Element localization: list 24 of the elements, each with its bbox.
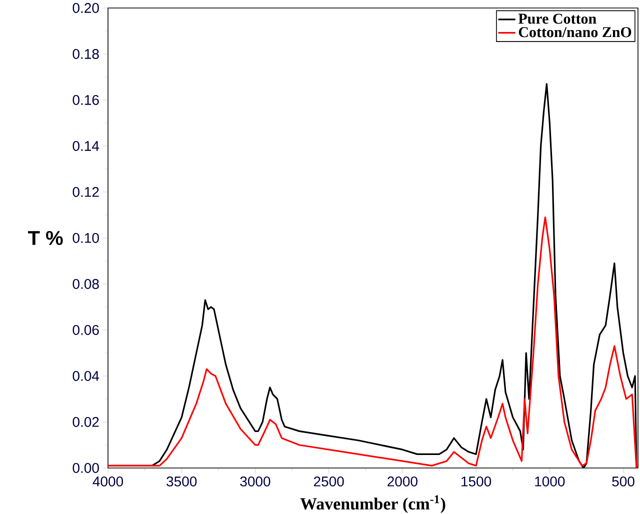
y-tick-label: 0.20 bbox=[72, 3, 99, 13]
x-tick-label: 500 bbox=[612, 476, 634, 486]
legend-label: Pure Cotton bbox=[518, 14, 596, 24]
x-tick-label: 3500 bbox=[166, 476, 197, 486]
y-tick-label: 0.10 bbox=[72, 233, 99, 243]
y-tick-label: 0.16 bbox=[72, 95, 99, 105]
y-tick-label: 0.18 bbox=[72, 49, 99, 59]
x-tick-label: 1500 bbox=[462, 476, 492, 486]
y-tick-label: 0.06 bbox=[72, 325, 99, 335]
y-tick-label: 0.02 bbox=[72, 417, 99, 427]
line-series bbox=[108, 216, 638, 468]
x-tick-label: 3000 bbox=[240, 476, 270, 486]
y-axis-title: T % bbox=[28, 230, 63, 246]
x-tick-label: 2000 bbox=[388, 476, 418, 486]
y-tick-label: 0.12 bbox=[72, 187, 99, 197]
x-tick-label: 4000 bbox=[92, 476, 124, 486]
x-tick-label: 1000 bbox=[535, 476, 565, 486]
y-tick-label: 0.04 bbox=[72, 371, 100, 381]
x-tick-label: 2500 bbox=[314, 476, 344, 486]
y-tick-label: 0.08 bbox=[72, 279, 99, 289]
legend-label: Cotton/nano ZnO bbox=[518, 27, 632, 38]
y-tick-label: 0.00 bbox=[72, 463, 99, 473]
y-tick-label: 0.14 bbox=[72, 141, 100, 151]
x-axis-title: Wavenumber (cm$^{-1}$) bbox=[300, 495, 446, 514]
